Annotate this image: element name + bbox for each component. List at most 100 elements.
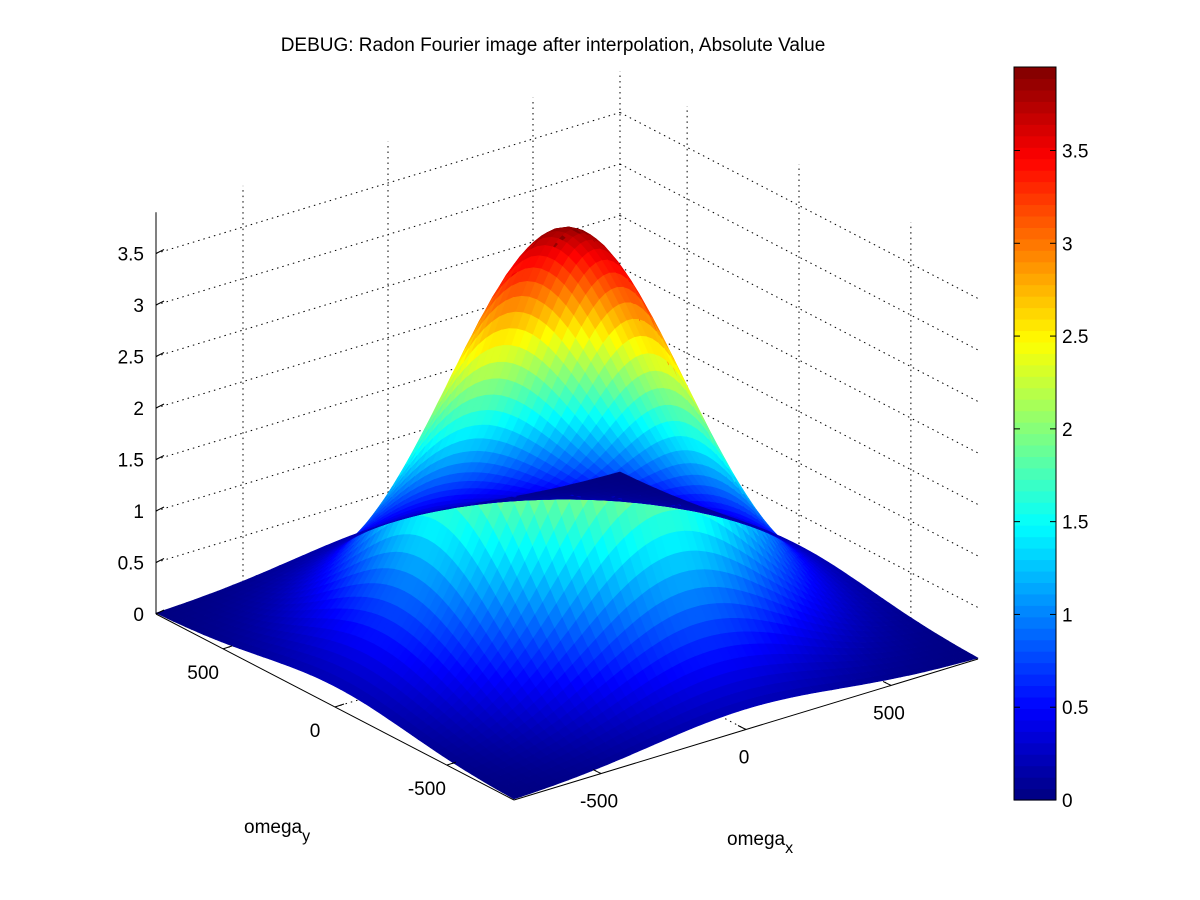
colorbar-segment bbox=[1014, 227, 1056, 240]
colorbar-segment bbox=[1014, 685, 1056, 698]
z-tick-label: 2 bbox=[133, 399, 144, 420]
colorbar-segment bbox=[1014, 147, 1056, 160]
colorbar-segment bbox=[1014, 490, 1056, 503]
colorbar-segment bbox=[1014, 376, 1056, 389]
colorbar-segment bbox=[1014, 479, 1056, 492]
colorbar-segment bbox=[1014, 628, 1056, 641]
colorbar-segment bbox=[1014, 605, 1056, 618]
colorbar-segment bbox=[1014, 513, 1056, 526]
colorbar-segment bbox=[1014, 78, 1056, 91]
colorbar-segment bbox=[1014, 456, 1056, 469]
colorbar-segment bbox=[1014, 582, 1056, 595]
colorbar-segment bbox=[1014, 238, 1056, 251]
z-tick-label: 3 bbox=[133, 296, 144, 317]
grid-z-line bbox=[619, 163, 979, 351]
colorbar-segment bbox=[1014, 101, 1056, 114]
axes-3d: -500 0 500 -500 0 500 0 0.5 1 1.5 2 2.5 3 3.5 bbox=[118, 71, 979, 813]
colorbar-segment bbox=[1014, 708, 1056, 721]
y-tick-label: 0 bbox=[310, 721, 321, 742]
colorbar-segment bbox=[1014, 525, 1056, 538]
colorbar-tick-label: 0 bbox=[1062, 791, 1073, 812]
colorbar-segment bbox=[1014, 662, 1056, 675]
x-axis-label-base: omega bbox=[727, 829, 786, 850]
colorbar-segment bbox=[1014, 731, 1056, 744]
colorbar-tick-label: 3.5 bbox=[1062, 142, 1088, 163]
colorbar-segment bbox=[1014, 777, 1056, 790]
x-tick-label: 500 bbox=[873, 703, 905, 724]
colorbar-segment bbox=[1014, 639, 1056, 652]
colorbar-segment bbox=[1014, 422, 1056, 435]
colorbar-segment bbox=[1014, 559, 1056, 572]
colorbar-segment bbox=[1014, 433, 1056, 446]
colorbar-segment bbox=[1014, 719, 1056, 732]
colorbar-segment bbox=[1014, 170, 1056, 183]
grid-z-line bbox=[155, 421, 621, 563]
colorbar-segment bbox=[1014, 318, 1056, 332]
z-tick-label: 0 bbox=[133, 605, 144, 626]
grid-z-line bbox=[619, 215, 979, 402]
colorbar-segment bbox=[1014, 364, 1056, 377]
colorbar-segment bbox=[1014, 616, 1056, 629]
colorbar-segment bbox=[1014, 399, 1056, 412]
x-tick-label: -500 bbox=[580, 792, 618, 813]
surface-plot bbox=[155, 226, 979, 800]
colorbar-segment bbox=[1014, 570, 1056, 583]
colorbar-segment bbox=[1014, 204, 1056, 217]
colorbar-segment bbox=[1014, 158, 1056, 171]
colorbar-tick-label: 3 bbox=[1062, 234, 1073, 255]
colorbar-segment bbox=[1014, 284, 1056, 297]
grid-z-line bbox=[155, 266, 621, 409]
colorbar-segment bbox=[1014, 215, 1056, 228]
colorbar-segment bbox=[1014, 67, 1056, 80]
grid-z-line bbox=[619, 266, 979, 454]
colorbar-segment bbox=[1014, 124, 1056, 137]
colorbar-segment bbox=[1014, 444, 1056, 457]
z-tick-label: 0.5 bbox=[118, 554, 144, 575]
x-tick-label: 0 bbox=[739, 748, 750, 769]
colorbar-segment bbox=[1014, 273, 1056, 286]
grid-z-line bbox=[155, 369, 621, 512]
colorbar-tick-label: 1.5 bbox=[1062, 513, 1088, 534]
colorbar-tick-label: 2 bbox=[1062, 420, 1073, 441]
colorbar-segment bbox=[1014, 307, 1056, 320]
z-tick-label: 1 bbox=[133, 502, 144, 523]
colorbar-segment bbox=[1014, 192, 1056, 206]
colorbar-segment bbox=[1014, 112, 1056, 125]
y-tick-label: -500 bbox=[408, 779, 446, 800]
colorbar-segment bbox=[1014, 674, 1056, 687]
grid-z-line bbox=[155, 215, 621, 357]
colorbar-tick-label: 0.5 bbox=[1062, 698, 1088, 719]
x-axis-label-sub: x bbox=[785, 840, 793, 857]
colorbar-segment bbox=[1014, 410, 1056, 423]
colorbar-segment bbox=[1014, 135, 1056, 148]
grid-z-line bbox=[619, 112, 979, 299]
grid-z-line bbox=[619, 318, 979, 505]
colorbar-tick-label: 2.5 bbox=[1062, 327, 1088, 348]
colorbar-segment bbox=[1014, 548, 1056, 561]
z-tick-label: 3.5 bbox=[118, 245, 144, 266]
colorbar-segment bbox=[1014, 89, 1056, 102]
colorbar-segment bbox=[1014, 341, 1056, 354]
colorbar-tick-label: 1 bbox=[1062, 605, 1073, 626]
colorbar-segment bbox=[1014, 387, 1056, 400]
colorbar-segment bbox=[1014, 754, 1056, 767]
y-axis-label-sub: y bbox=[302, 828, 310, 845]
chart-title: DEBUG: Radon Fourier image after interpo… bbox=[281, 35, 826, 56]
grid-z-line bbox=[155, 112, 621, 254]
colorbar-segment bbox=[1014, 765, 1056, 778]
colorbar-segment bbox=[1014, 651, 1056, 664]
z-tick-label: 2.5 bbox=[118, 348, 144, 369]
colorbar-segment bbox=[1014, 742, 1056, 755]
colorbar-segment bbox=[1014, 353, 1056, 366]
colorbar-segment bbox=[1014, 502, 1056, 515]
colorbar-segment bbox=[1014, 593, 1056, 606]
z-tick-label: 1.5 bbox=[118, 451, 144, 472]
colorbar-segment bbox=[1014, 330, 1056, 343]
colorbar-segment bbox=[1014, 250, 1056, 263]
colorbar-segment bbox=[1014, 696, 1056, 709]
colorbar-segment bbox=[1014, 536, 1056, 549]
y-tick-label: 500 bbox=[187, 663, 219, 684]
colorbar-segment bbox=[1014, 788, 1056, 801]
colorbar-segment bbox=[1014, 296, 1056, 309]
